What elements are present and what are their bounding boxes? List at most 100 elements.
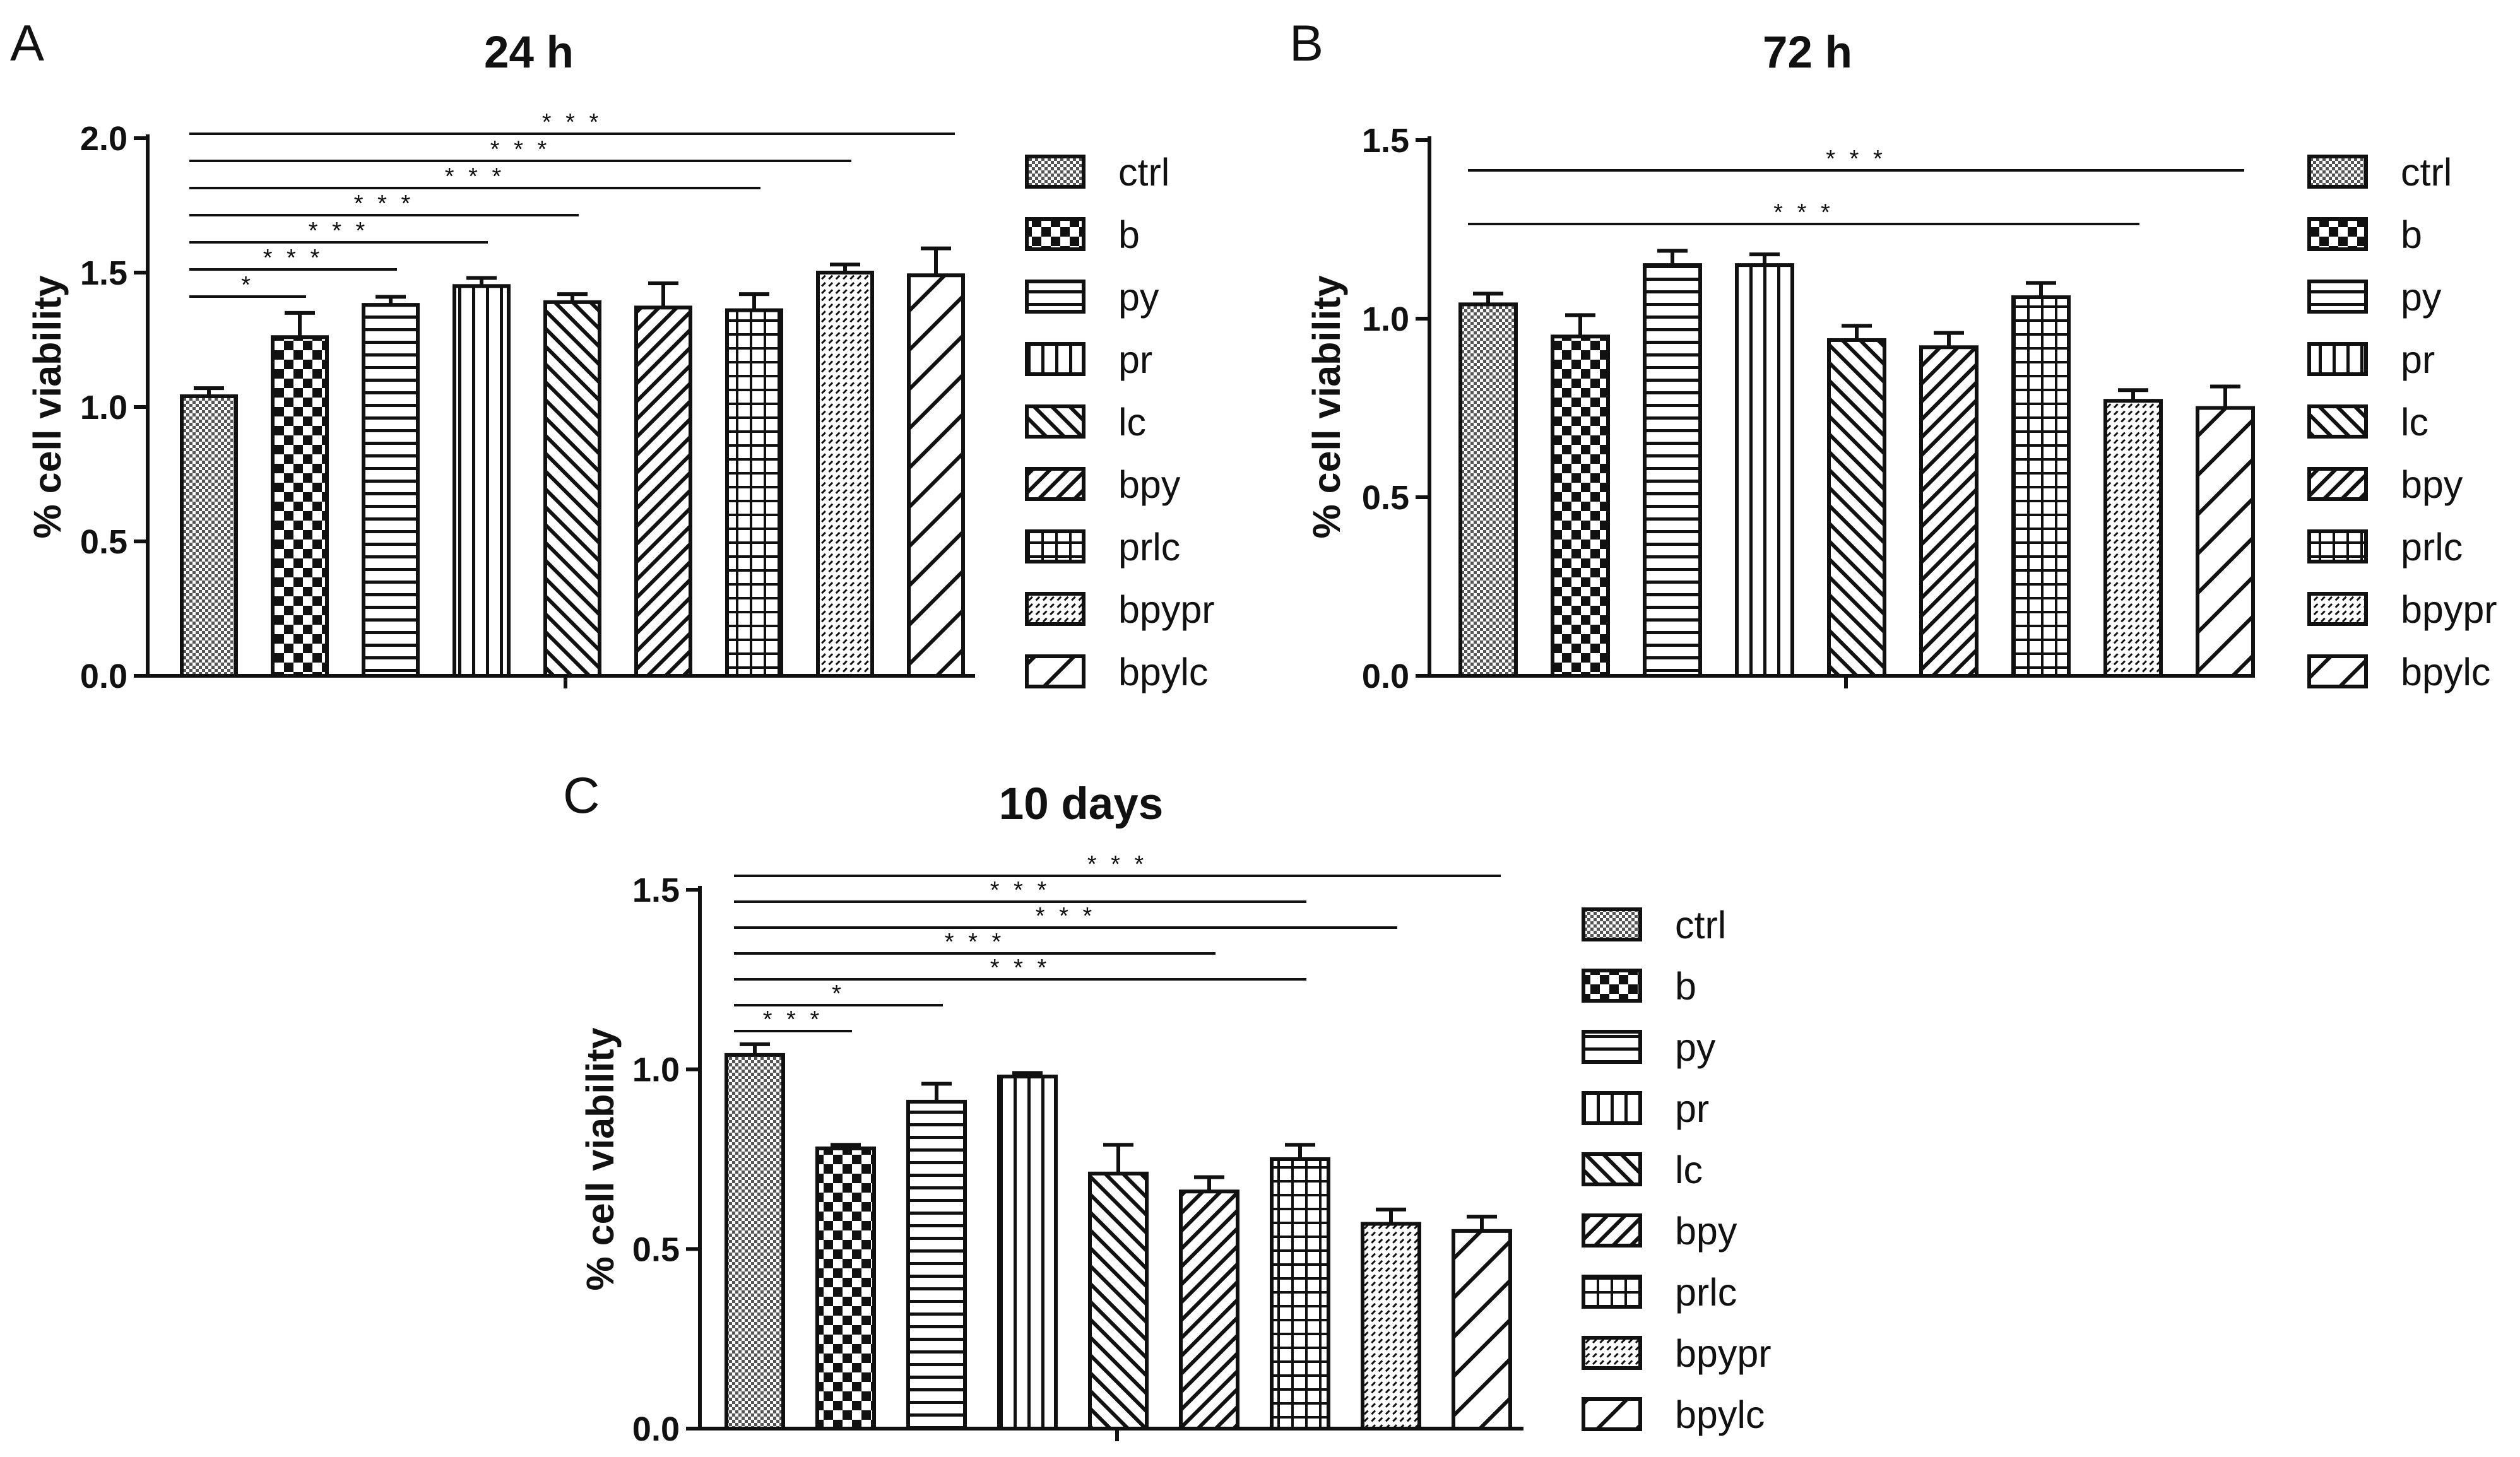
bar-ctrl [180,394,238,678]
legend-label-prlc: prlc [2401,526,2463,569]
legend-swatch-bpylc [1582,1397,1642,1431]
legend-label-py: py [2401,276,2442,319]
legend-label-bpy: bpy [2401,463,2463,506]
y-tick-label: 1.0 [1362,300,1409,338]
significance-label: * * * [309,218,369,244]
bar-bpypr [816,271,874,678]
significance-label: * * * [445,163,505,190]
bar-b [1551,334,1610,678]
bar-bpy [634,305,692,678]
significance-label: * * * [490,136,550,163]
legend-label-pr: pr [2401,338,2435,381]
legend-swatch-bpypr [1025,592,1085,626]
legend-swatch-bpylc [2307,654,2368,688]
legend-label-lc: lc [1675,1148,1703,1191]
legend-swatch-bpylc [1025,654,1085,688]
legend-swatch-py [1582,1030,1642,1064]
legend-label-bpypr: bpypr [1118,588,1215,631]
bar-lc [1088,1171,1149,1430]
significance-label: * * * [542,109,602,136]
bar-py [906,1099,967,1430]
bar-b [271,335,329,678]
legend-swatch-py [1025,280,1085,314]
significance-label: * * * [1773,199,1833,226]
y-tick-label: 1.5 [80,254,127,292]
chart-panel-a: 24 h % cell viability 0.0 0.5 1.0 1.5 2.0 * * * … [26,28,1215,695]
legend-label-pr: pr [1675,1087,1709,1130]
legend-label-ctrl: ctrl [1675,904,1726,947]
legend-label-prlc: prlc [1118,526,1180,569]
legend-label-bpylc: bpylc [1675,1393,1765,1436]
y-tick-label: 1.5 [1362,122,1409,160]
bar-bpypr [2103,399,2163,678]
y-tick-label: 1.0 [632,1051,680,1089]
panel-letter-b: B [1289,15,1323,72]
legend-swatch-ctrl [1582,907,1642,941]
bar-prlc [725,308,783,678]
legend-label-bpylc: bpylc [2401,651,2490,693]
bar-bpy [1919,345,1979,678]
legend-swatch-prlc [1582,1275,1642,1309]
legend-swatch-lc [2307,404,2368,439]
legend-label-bpy: bpy [1118,463,1181,506]
y-tick-label: 0.5 [80,523,127,561]
bar-py [362,303,420,678]
significance-label: * * * [1036,903,1096,929]
chart-title: 24 h [484,28,574,78]
legend-swatch-prlc [1025,529,1085,563]
significance-label: * * * [1087,851,1147,878]
legend-swatch-py [2307,280,2368,314]
significance-label: * [241,272,254,298]
legend-swatch-bpy [1025,467,1085,501]
bar-ctrl [1458,302,1518,678]
y-tick-label: 1.0 [80,389,127,427]
legend-swatch-lc [1582,1152,1642,1186]
y-tick-label: 2.0 [80,120,127,158]
bar-ctrl [725,1053,785,1430]
bar-py [1643,263,1702,678]
legend-label-bpy: bpy [1675,1210,1737,1253]
y-tick-label: 0.5 [1362,479,1409,517]
significance-label: * * * [945,929,1005,955]
legend-swatch-prlc [2307,529,2368,563]
legend-label-lc: lc [1118,401,1146,444]
chart-title: 10 days [999,779,1164,829]
y-axis-label: % cell viability [26,275,69,538]
legend-label-py: py [1675,1026,1716,1069]
legend-label-ctrl: ctrl [1118,151,1169,194]
legend-label-pr: pr [1118,338,1152,381]
bar-pr [997,1075,1058,1430]
legend-label-py: py [1118,276,1159,319]
significance-label: * * * [763,1006,823,1033]
significance-label: * * * [263,245,323,271]
bar-prlc [2011,295,2071,678]
y-tick-label: 0.0 [80,658,127,695]
bar-prlc [1270,1157,1330,1430]
legend-swatch-ctrl [1025,155,1085,189]
legend-label-b: b [1118,213,1140,256]
legend-swatch-lc [1025,404,1085,439]
legend-label-bpylc: bpylc [1118,651,1208,693]
significance-label: * * * [1826,146,1886,172]
legend-label-b: b [1675,965,1696,1008]
legend-swatch-bpypr [1582,1336,1642,1370]
bar-bpypr [1361,1222,1421,1430]
legend-swatch-bpy [1582,1213,1642,1248]
bar-bpylc [907,273,965,678]
y-axis-label: % cell viability [579,1027,622,1290]
chart-panel-c: 10 days % cell viability 0.0 0.5 1.0 1.5 * * *… [579,779,1772,1448]
legend-swatch-b [1582,969,1642,1003]
legend-label-bpypr: bpypr [1675,1332,1772,1375]
bar-pr [453,284,511,678]
bar-lc [1827,338,1886,678]
y-tick-label: 0.5 [632,1230,680,1268]
significance-label: * [832,981,845,1007]
y-tick-label: 0.0 [632,1410,680,1448]
bar-bpylc [1452,1229,1512,1431]
legend-label-ctrl: ctrl [2401,151,2452,194]
significance-label: * * * [354,191,414,217]
bar-bpy [1179,1189,1239,1430]
legend-label-b: b [2401,213,2422,256]
significance-label: * * * [990,955,1050,981]
